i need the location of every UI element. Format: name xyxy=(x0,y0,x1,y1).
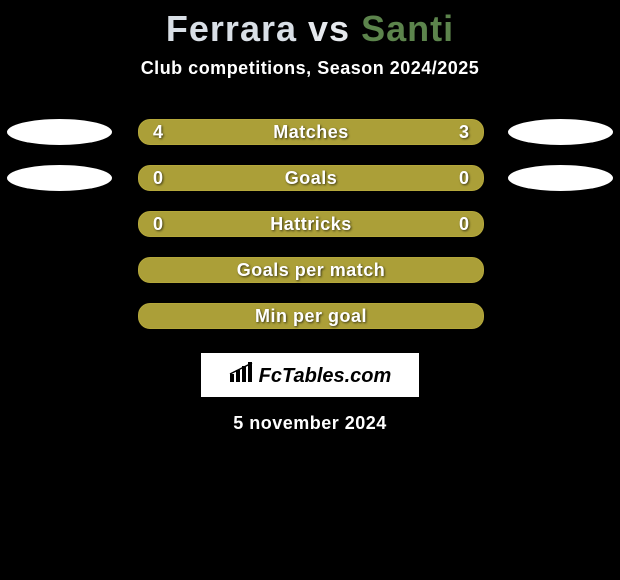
stat-label: Hattricks xyxy=(139,212,483,236)
stat-bar: Matches4 3 xyxy=(138,119,484,145)
stat-row: Min per goal xyxy=(0,293,620,339)
right-ellipse xyxy=(508,165,613,191)
subtitle: Club competitions, Season 2024/2025 xyxy=(0,58,620,79)
vs-text: vs xyxy=(308,8,350,49)
left-ellipse xyxy=(7,165,112,191)
logo-text: FcTables.com xyxy=(259,365,392,388)
stat-bar: Min per goal xyxy=(138,303,484,329)
bar-chart-icon xyxy=(229,362,255,387)
stat-label: Matches xyxy=(139,120,483,144)
stat-rows: Matches43Goals00Hattricks00Goals per mat… xyxy=(0,109,620,339)
stat-value-right: 0 xyxy=(459,212,469,236)
stat-value-left: 0 xyxy=(153,212,163,236)
stat-value-right: 3 xyxy=(459,120,469,144)
left-ellipse xyxy=(7,119,112,145)
stat-value-left: 4 xyxy=(153,120,163,144)
logo: FcTables.com xyxy=(229,362,392,388)
stat-label: Min per goal xyxy=(139,304,483,328)
stat-row: Goals0 0 xyxy=(0,155,620,201)
stat-bar: Goals0 0 xyxy=(138,165,484,191)
stat-row: Goals per match xyxy=(0,247,620,293)
stat-value-left: 0 xyxy=(153,166,163,190)
stat-label: Goals xyxy=(139,166,483,190)
stat-bar: Hattricks0 0 xyxy=(138,211,484,237)
player2-name: Santi xyxy=(361,8,454,49)
date-text: 5 november 2024 xyxy=(0,413,620,434)
stat-value-right: 0 xyxy=(459,166,469,190)
stat-bar: Goals per match xyxy=(138,257,484,283)
logo-box: FcTables.com xyxy=(201,353,419,397)
stat-label: Goals per match xyxy=(139,258,483,282)
comparison-infographic: Ferrara vs Santi Club competitions, Seas… xyxy=(0,8,620,580)
stat-row: Matches4 3 xyxy=(0,109,620,155)
right-ellipse xyxy=(508,119,613,145)
stat-row: Hattricks0 0 xyxy=(0,201,620,247)
player1-name: Ferrara xyxy=(166,8,297,49)
page-title: Ferrara vs Santi xyxy=(0,8,620,50)
